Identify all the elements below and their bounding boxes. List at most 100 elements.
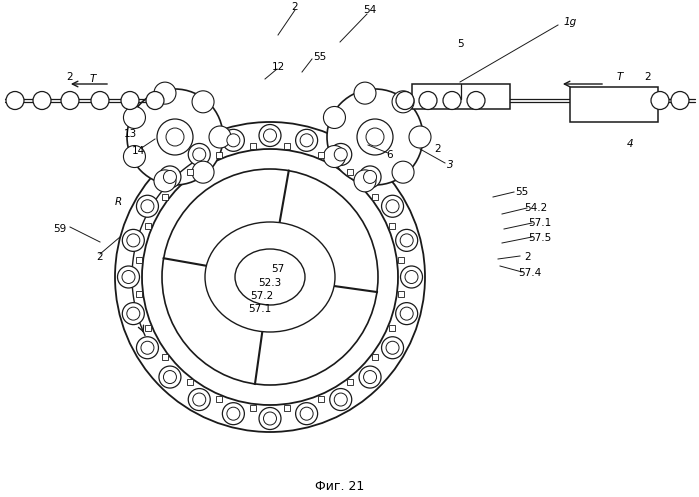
Bar: [372, 354, 377, 360]
Circle shape: [330, 144, 352, 166]
Circle shape: [392, 91, 414, 113]
Text: 12: 12: [271, 62, 284, 72]
Bar: [317, 396, 324, 402]
Circle shape: [136, 195, 159, 217]
Circle shape: [228, 235, 312, 319]
Bar: [162, 354, 168, 360]
Circle shape: [366, 128, 384, 146]
Bar: [187, 169, 193, 175]
Bar: [136, 291, 142, 297]
Ellipse shape: [205, 222, 335, 332]
Circle shape: [419, 91, 437, 109]
Text: Фиг. 21: Фиг. 21: [315, 481, 365, 494]
Text: 57.5: 57.5: [528, 233, 552, 243]
Circle shape: [330, 389, 352, 411]
Circle shape: [264, 412, 277, 425]
Circle shape: [363, 371, 377, 384]
Bar: [398, 257, 404, 263]
Circle shape: [127, 89, 223, 185]
Circle shape: [162, 169, 378, 385]
Circle shape: [209, 126, 231, 148]
Circle shape: [405, 270, 418, 283]
Bar: [217, 396, 222, 402]
Text: T: T: [617, 72, 624, 82]
Circle shape: [193, 393, 206, 406]
Circle shape: [122, 230, 144, 251]
Circle shape: [259, 125, 281, 147]
Circle shape: [159, 166, 181, 188]
Text: 57: 57: [271, 264, 284, 274]
Circle shape: [122, 303, 144, 325]
Bar: [145, 224, 151, 230]
Text: R: R: [115, 197, 122, 207]
Text: 2: 2: [66, 72, 73, 82]
Circle shape: [157, 119, 193, 155]
Circle shape: [61, 91, 79, 109]
Circle shape: [382, 195, 403, 217]
Bar: [217, 152, 222, 158]
Bar: [372, 194, 377, 200]
Circle shape: [222, 403, 245, 424]
Circle shape: [193, 148, 206, 161]
Circle shape: [359, 366, 381, 388]
Circle shape: [115, 122, 425, 432]
Text: 4: 4: [627, 139, 633, 149]
Circle shape: [467, 91, 485, 109]
Circle shape: [396, 303, 418, 325]
Circle shape: [188, 389, 210, 411]
Circle shape: [192, 161, 214, 183]
Circle shape: [33, 91, 51, 109]
Circle shape: [334, 148, 347, 161]
Text: T: T: [89, 74, 96, 84]
Text: 2: 2: [96, 252, 103, 262]
Circle shape: [386, 341, 399, 354]
Circle shape: [264, 129, 277, 142]
Circle shape: [124, 106, 145, 129]
Circle shape: [651, 91, 669, 109]
Circle shape: [409, 126, 431, 148]
Bar: [389, 224, 395, 230]
Text: 59: 59: [53, 224, 66, 234]
Circle shape: [392, 161, 414, 183]
Circle shape: [124, 146, 145, 167]
Text: 57.1: 57.1: [528, 218, 552, 228]
Circle shape: [242, 249, 298, 305]
Bar: [347, 169, 354, 175]
Circle shape: [136, 337, 159, 359]
Circle shape: [357, 119, 393, 155]
Circle shape: [164, 170, 176, 183]
Bar: [145, 325, 151, 331]
Circle shape: [443, 91, 461, 109]
Bar: [187, 379, 193, 385]
Circle shape: [334, 393, 347, 406]
Bar: [412, 84, 510, 109]
Circle shape: [401, 266, 422, 288]
Circle shape: [127, 307, 140, 320]
Text: 57.1: 57.1: [248, 304, 272, 314]
Circle shape: [324, 146, 345, 167]
Text: 2: 2: [291, 2, 298, 12]
Circle shape: [671, 91, 689, 109]
Bar: [398, 291, 404, 297]
Circle shape: [327, 89, 423, 185]
Bar: [162, 194, 168, 200]
Circle shape: [164, 371, 176, 384]
Circle shape: [386, 200, 399, 213]
Bar: [250, 405, 256, 411]
Circle shape: [300, 134, 313, 147]
Circle shape: [382, 337, 403, 359]
Text: 1g: 1g: [563, 17, 577, 27]
Bar: [250, 143, 256, 149]
Circle shape: [227, 134, 240, 147]
Circle shape: [188, 144, 210, 166]
Text: 2: 2: [525, 252, 531, 262]
Circle shape: [324, 106, 345, 129]
Circle shape: [401, 307, 413, 320]
Circle shape: [6, 91, 24, 109]
Text: 52.3: 52.3: [259, 278, 282, 288]
Circle shape: [117, 266, 140, 288]
Circle shape: [122, 270, 135, 283]
Circle shape: [259, 408, 281, 429]
Bar: [347, 379, 354, 385]
Circle shape: [91, 91, 109, 109]
